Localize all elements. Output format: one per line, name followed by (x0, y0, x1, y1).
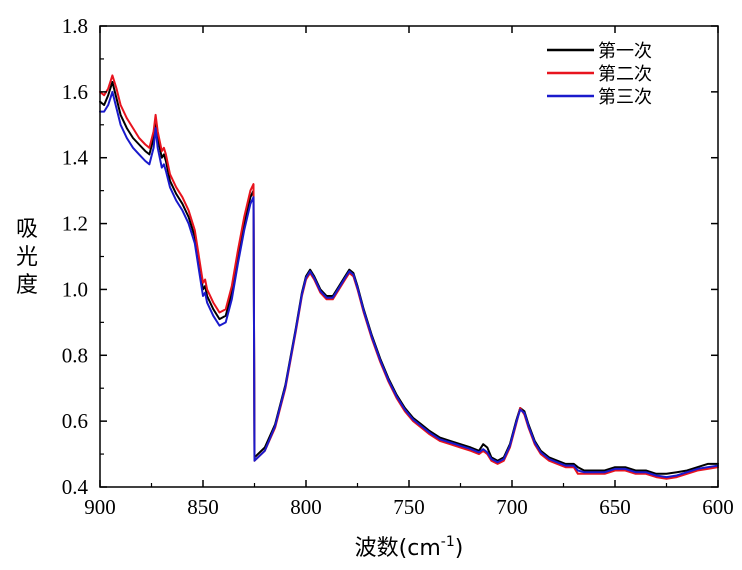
series-line-3 (99, 90, 719, 479)
x-tick-label: 900 (84, 495, 116, 519)
x-tick-label: 600 (702, 495, 734, 519)
y-tick-label: 1.8 (62, 14, 88, 38)
y-axis-title-char: 吸 (16, 217, 38, 242)
series-line-2 (99, 74, 719, 480)
x-axis-title: 波数(cm-1) (355, 534, 464, 561)
legend-label: 第三次 (598, 87, 652, 108)
y-tick-label: 0.4 (62, 475, 89, 499)
x-axis-title-superscript: -1 (441, 534, 455, 550)
y-tick-label: 1.6 (62, 80, 88, 104)
legend-label: 第一次 (598, 41, 652, 62)
axis-ticks: 900 850 800 750 700 650 600 0.4 0.6 0.8 1.0 1.2 1.4 1… (62, 14, 734, 519)
y-tick-label: 1.0 (62, 277, 88, 301)
y-tick-label: 1.2 (62, 212, 88, 236)
x-tick-label: 850 (187, 495, 219, 519)
y-tick-label: 0.8 (62, 343, 88, 367)
y-axis-title-char: 光 (16, 245, 38, 270)
y-axis-title-char: 度 (16, 273, 38, 298)
series-layer (99, 74, 719, 480)
y-tick-label: 0.6 (62, 409, 88, 433)
y-tick-label: 1.4 (62, 146, 89, 170)
legend-label: 第二次 (598, 64, 652, 85)
x-tick-label: 750 (393, 495, 425, 519)
x-tick-label: 700 (496, 495, 528, 519)
x-axis-title-main: 波数(cm (355, 536, 441, 561)
x-tick-label: 800 (290, 495, 322, 519)
x-axis-title-close: ) (455, 536, 464, 561)
x-tick-label: 650 (599, 495, 631, 519)
y-axis-title: 吸光度 (16, 217, 38, 298)
